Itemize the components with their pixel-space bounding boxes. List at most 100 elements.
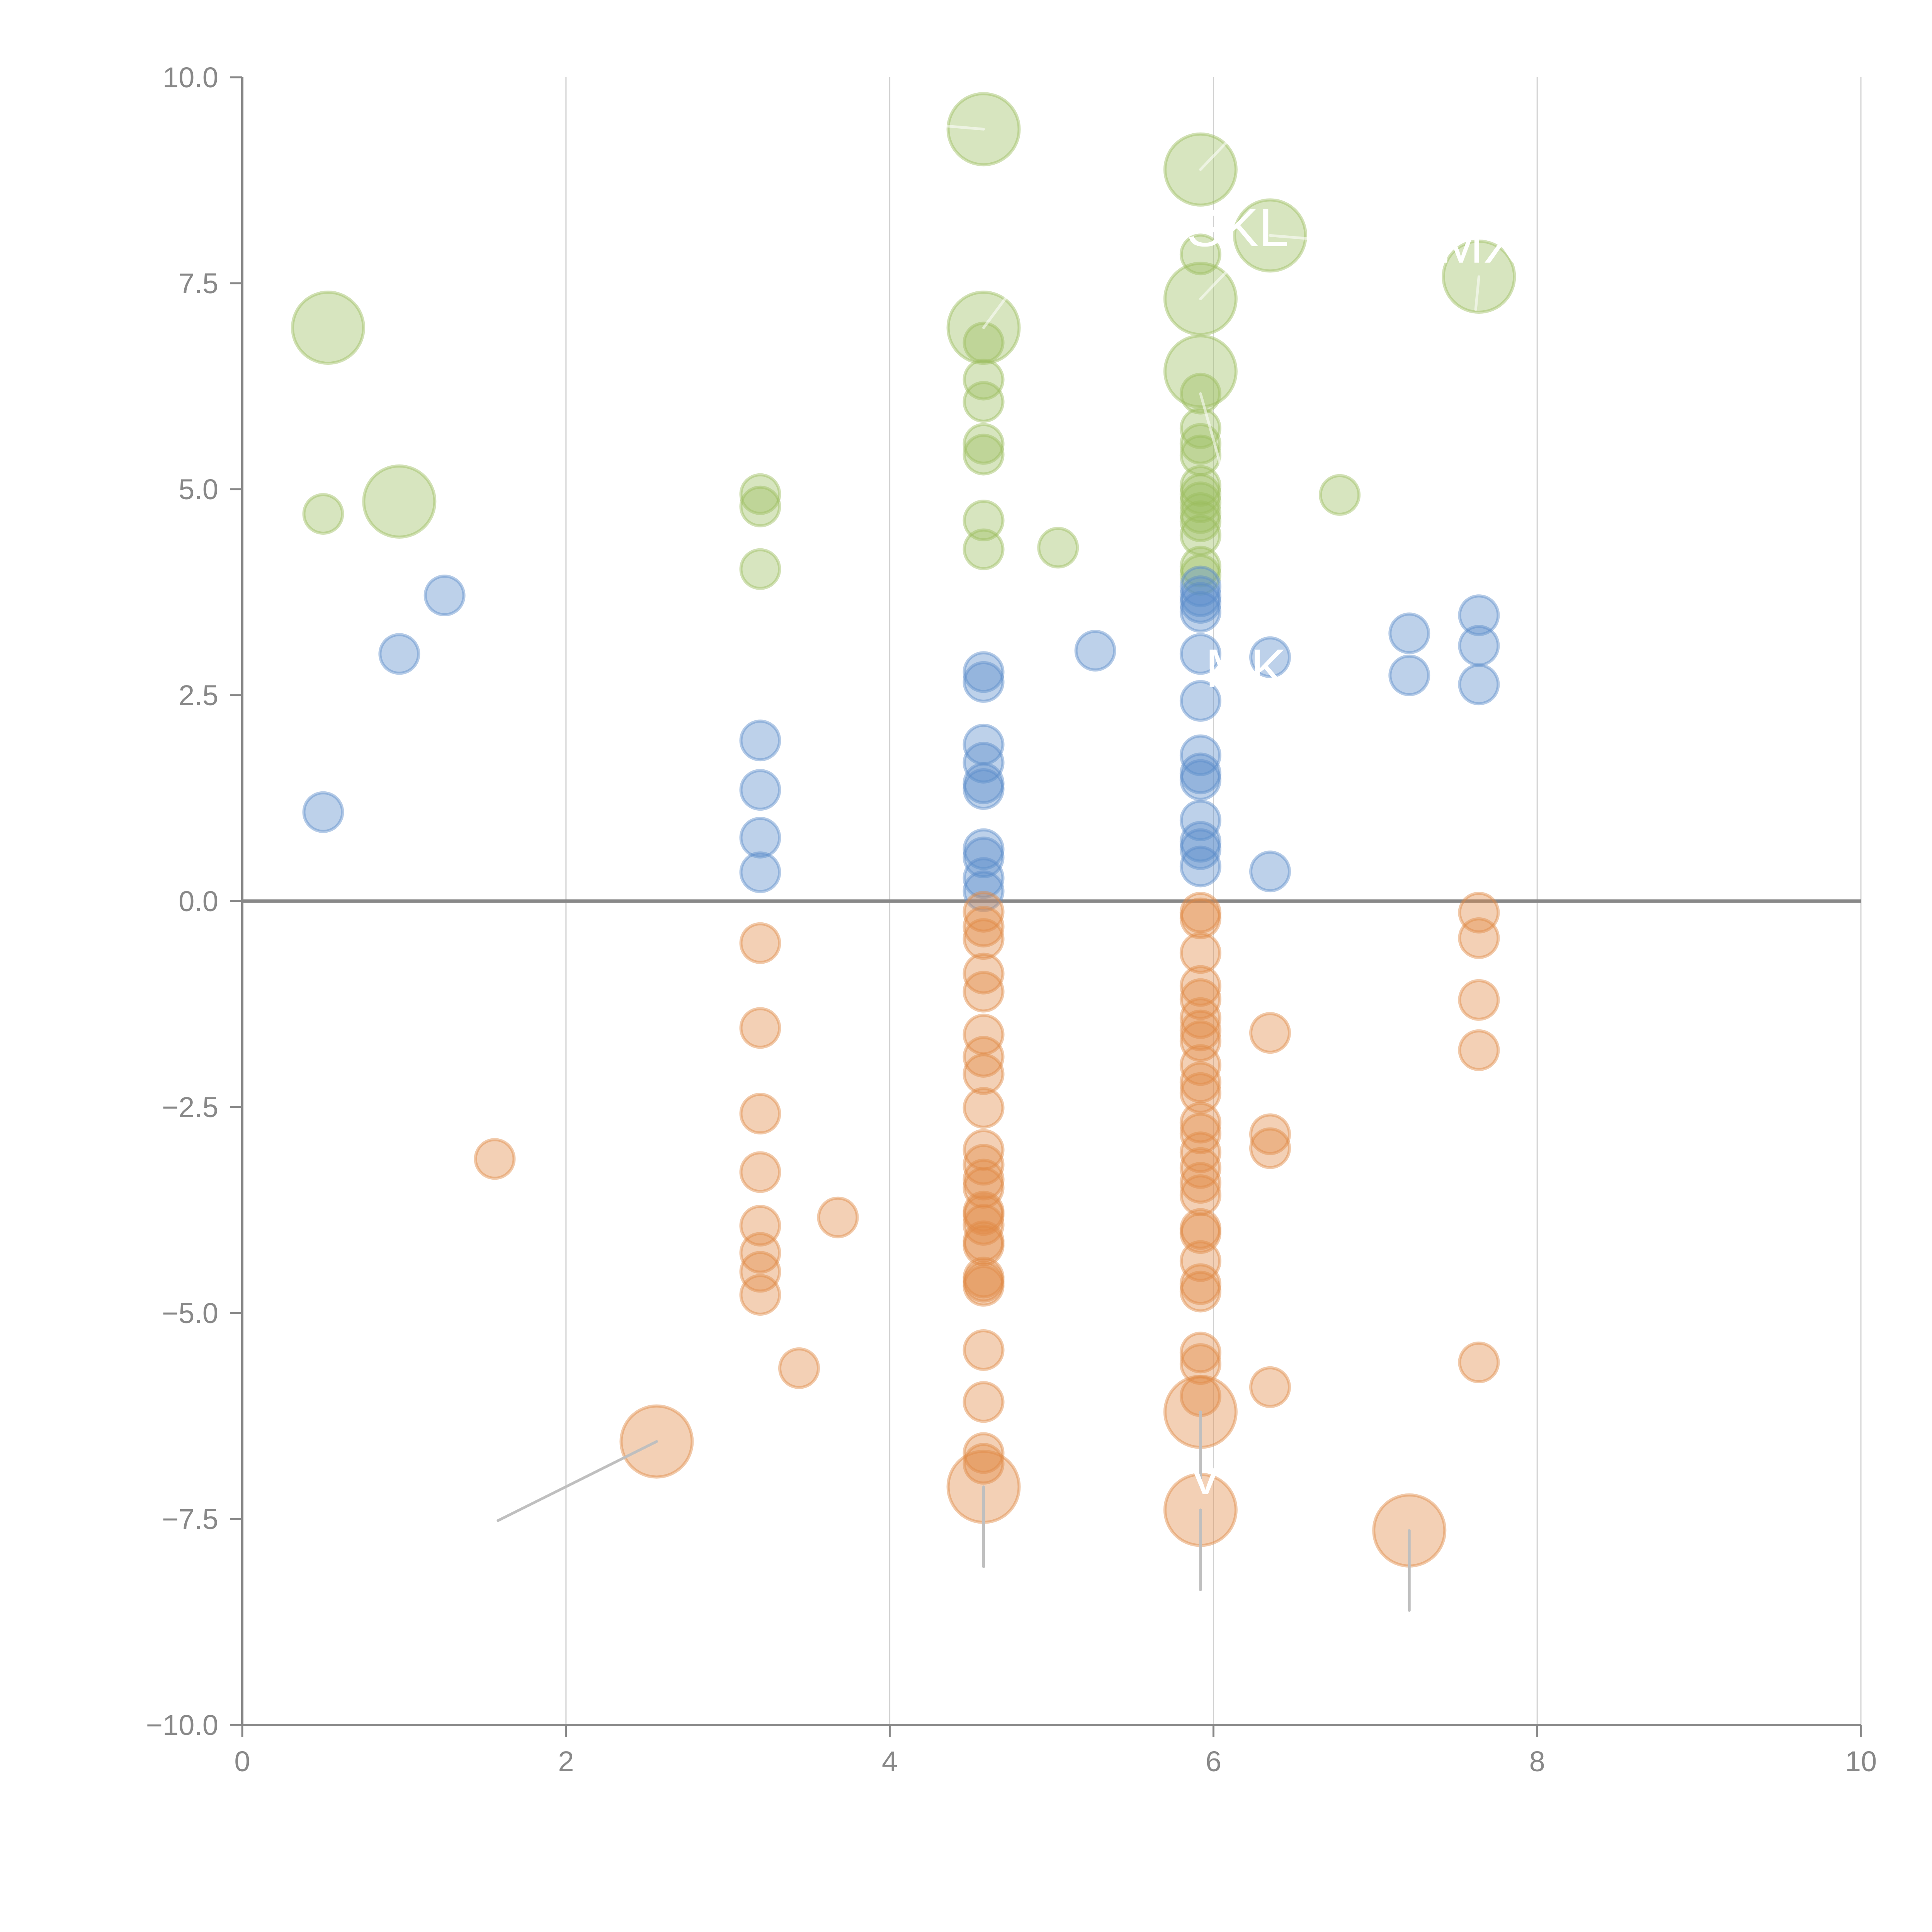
bubble-green (1319, 474, 1361, 516)
bubble-orange (963, 1225, 1005, 1267)
bubble-orange (963, 918, 1005, 960)
bubble-green (963, 500, 1005, 542)
bubble-orange (1179, 1020, 1221, 1062)
bubble-orange (817, 1196, 859, 1238)
bubble-orange (739, 1151, 781, 1193)
bubble-blue (963, 768, 1005, 810)
bubble-orange (1179, 1162, 1221, 1204)
bubble-blue (739, 816, 781, 859)
bubble-green (1179, 492, 1221, 534)
bubble-orange (963, 1053, 1005, 1095)
bubble-orange (1179, 1240, 1221, 1282)
bubble-orange (963, 1432, 1005, 1474)
bubble-green (963, 321, 1005, 364)
bubble-green (1179, 233, 1221, 276)
bubble-orange (1179, 1147, 1221, 1189)
y-tick-label: −5.0 (162, 1297, 218, 1329)
bubble-green (1179, 481, 1221, 524)
bubble-orange (474, 1138, 516, 1180)
bubble-blue (1179, 565, 1221, 607)
y-tick-label: 5.0 (179, 473, 218, 505)
bubble-green (1179, 473, 1221, 515)
bubble-orange (1179, 1174, 1221, 1216)
y-tick-label: −10.0 (146, 1709, 218, 1741)
bubble-orange (963, 1329, 1005, 1371)
bubble-blue (1458, 594, 1500, 636)
annotation-label: SKL (1187, 197, 1289, 258)
bubble-blue (1249, 850, 1291, 893)
bubble-green (291, 291, 366, 365)
bubble-orange (1179, 965, 1221, 1007)
bubble-orange (963, 952, 1005, 995)
bubble-orange (1249, 1012, 1291, 1054)
bubble-orange (963, 906, 1005, 948)
bubble-green (1179, 407, 1221, 449)
bubble-orange (1179, 1270, 1221, 1313)
bubble-green (1037, 527, 1079, 569)
bubble-orange (1179, 1112, 1221, 1155)
bubble-blue (1074, 629, 1116, 672)
y-tick-label: −2.5 (162, 1091, 218, 1123)
bubble-blue (1179, 582, 1221, 624)
bubble-orange (1179, 1009, 1221, 1051)
x-tick-label: 8 (1529, 1745, 1545, 1777)
bubble-green (1179, 514, 1221, 556)
bubble-green (1179, 465, 1221, 507)
bubble-blue (739, 851, 781, 893)
bubble-orange (963, 1014, 1005, 1056)
bubble-green (302, 493, 344, 535)
leader-line (1199, 138, 1231, 171)
bubble-orange (963, 1443, 1005, 1485)
bubble-orange (1179, 1044, 1221, 1086)
bubble-orange (1179, 1072, 1221, 1114)
bubble-orange (963, 1220, 1005, 1262)
bubble-blue (1179, 799, 1221, 842)
bubble-blue (1179, 734, 1221, 776)
y-tick-label: 10.0 (163, 61, 218, 94)
bubble-orange (1179, 1212, 1221, 1254)
bubble-orange (1458, 917, 1500, 959)
bubble-orange (963, 1190, 1005, 1233)
annotation-label: V (1187, 1445, 1223, 1506)
x-tick-label: 0 (234, 1745, 250, 1777)
bubble-orange (1249, 1113, 1291, 1155)
bubble-orange (1249, 1366, 1291, 1408)
x-tick-label: 4 (882, 1745, 898, 1777)
bubble-orange (1179, 1208, 1221, 1250)
bubble-green (1179, 546, 1221, 588)
bubble-orange (1179, 1343, 1221, 1385)
bubble-orange (1458, 979, 1500, 1021)
bubble-green (963, 381, 1005, 423)
bubble-blue (963, 870, 1005, 912)
bubble-orange (739, 1274, 781, 1316)
bubble-blue (1179, 591, 1221, 633)
bubble-orange (963, 1260, 1005, 1303)
bubble-orange (963, 1265, 1005, 1307)
bubble-orange (1179, 1131, 1221, 1173)
bubble-orange (1179, 997, 1221, 1039)
bubble-green (963, 423, 1005, 465)
bubble-green (739, 473, 781, 515)
leader-line (982, 296, 1008, 329)
leader-line (904, 121, 985, 131)
bubble-orange (1458, 891, 1500, 934)
tick-label-layer: 0 2 4 6 8 10 10.0 7.5 5.0 2.5 0.0 −2.5 −5.0 −7.5 −10.0 (146, 61, 1877, 1777)
bubble-green (1179, 554, 1221, 596)
bubble-blue (963, 651, 1005, 693)
bubble-orange (1458, 1029, 1500, 1071)
bubble-blue (1179, 845, 1221, 888)
bubble-orange (963, 971, 1005, 1013)
bubble-orange (963, 1129, 1005, 1171)
bubble-blue (739, 769, 781, 811)
bubble-orange (963, 1167, 1005, 1209)
bubble-blue (1388, 612, 1430, 655)
leader-layer (497, 121, 1480, 1612)
bubble-orange (1179, 1263, 1221, 1305)
bubble-green (963, 528, 1005, 570)
bubble-orange (963, 1087, 1005, 1129)
bubble-orange (963, 1158, 1005, 1201)
bubble-blue (963, 837, 1005, 879)
bubble-blue (1458, 625, 1500, 667)
bubble-blue (739, 719, 781, 762)
